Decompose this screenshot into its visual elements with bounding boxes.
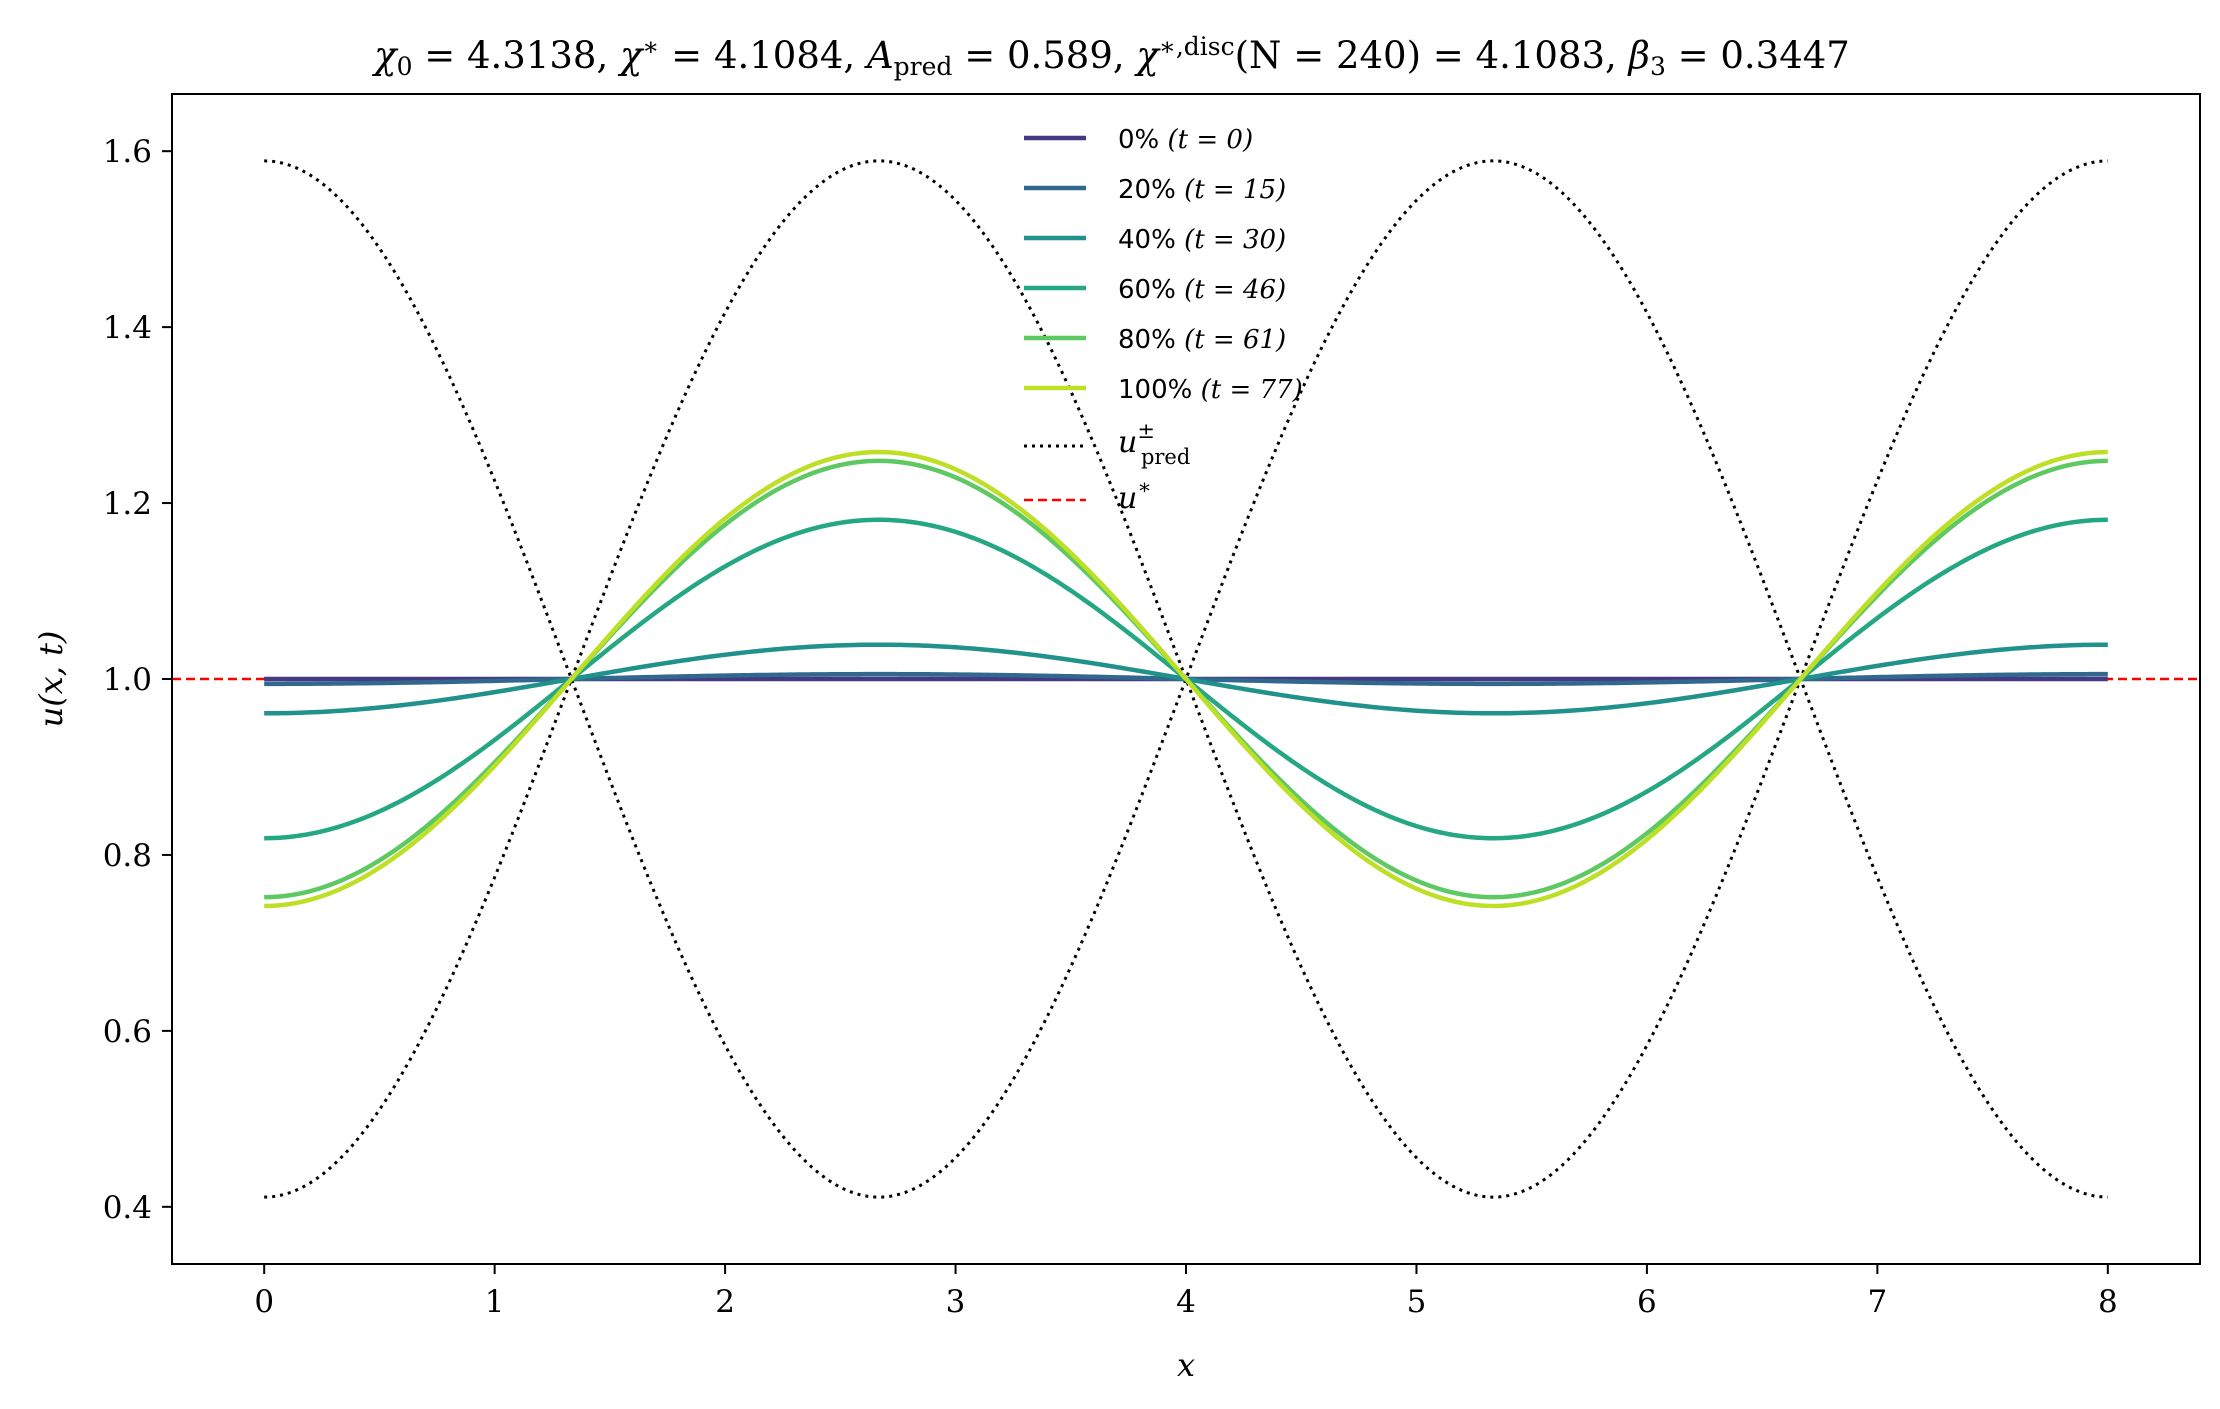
y-axis-label: u(x, t) [32,631,70,728]
y-tick-label: 0.4 [103,1190,152,1226]
y-tick-label: 1.2 [103,486,152,522]
series-100pct-line [264,449,2108,909]
y-tick-label: 1.6 [103,134,152,170]
chart-title: χ0 = 4.3138, χ∗ = 4.1084, Apred = 0.589,… [371,32,1850,81]
legend-label-20pct: 20% (t = 15) [1118,175,1286,205]
x-tick-label: 2 [715,1284,735,1320]
x-axis-label: x [1177,1346,1195,1384]
legend-label-60pct: 60% (t = 46) [1118,275,1286,305]
y-tick-label: 1.0 [103,662,152,698]
x-tick-label: 4 [1176,1284,1196,1320]
y-tick-label: 0.6 [103,1014,152,1050]
legend-label-40pct: 40% (t = 30) [1118,225,1286,255]
legend-label-u-pred: u± pred [1118,419,1190,469]
axis-ticks: 0 1 2 3 4 5 6 7 8 0.4 0.6 0.8 1.0 1.2 1.4 1.6 [103,134,2118,1320]
x-tick-label: 0 [254,1284,274,1320]
x-tick-label: 1 [485,1284,505,1320]
plot-area [172,159,2200,1199]
x-tick-label: 8 [2098,1284,2118,1320]
x-tick-label: 7 [1867,1284,1887,1320]
x-tick-label: 6 [1637,1284,1657,1320]
legend-label-80pct: 80% (t = 61) [1118,325,1286,355]
legend: 0% (t = 0) 20% (t = 15) 40% (t = 30) 60% (t… [1024,125,1303,516]
legend-label-0pct: 0% (t = 0) [1118,125,1253,155]
x-tick-label: 3 [946,1284,966,1320]
x-tick-label: 5 [1407,1284,1427,1320]
y-tick-label: 1.4 [103,310,152,346]
y-tick-label: 0.8 [103,838,152,874]
legend-label-100pct: 100% (t = 77) [1118,375,1303,405]
legend-label-u-star: u∗ [1118,475,1152,516]
